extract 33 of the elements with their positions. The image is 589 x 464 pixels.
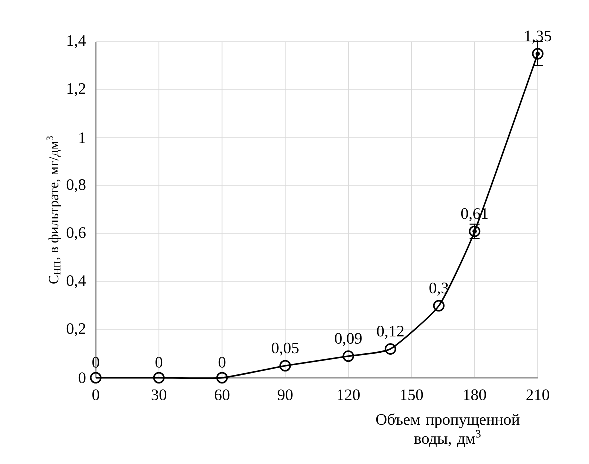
y-tick-label: 0,4 (66, 275, 86, 289)
data-label: 0 (156, 357, 163, 368)
x-tick-label: 60 (214, 390, 230, 400)
point (216, 372, 228, 384)
point (532, 48, 544, 60)
y-tick-label: 1,4 (68, 35, 86, 49)
x-tick-label: 150 (401, 390, 424, 400)
point (280, 360, 292, 372)
data-label: 0,12 (377, 326, 404, 340)
data-label: 0,05 (272, 342, 299, 356)
x-tick-label: 90 (278, 390, 293, 400)
y-tick-label: 0,6 (66, 227, 86, 241)
x-tick-label: 210 (526, 390, 550, 400)
y-tick-label: 1,2 (68, 83, 86, 97)
x-axis-title: Объем пропущенной воды, дм$^{3}$ (376, 414, 520, 448)
point (90, 372, 102, 384)
y-tick-label: 0,2 (66, 323, 86, 337)
point (384, 343, 396, 355)
x-tick-label: 180 (464, 390, 486, 400)
data-label: 0,09 (335, 333, 362, 346)
data-label: 0 (218, 357, 226, 368)
y-tick-label: 0,8 (66, 179, 86, 193)
point (342, 350, 354, 362)
data-label: 0 (92, 357, 100, 368)
x-tick-label: 120 (338, 390, 360, 400)
y-axis-title: C$_{НП}$, в фильтрате, мг/дм$^{3}$ (46, 136, 62, 284)
point (433, 300, 445, 312)
x-tick-label: 30 (152, 390, 167, 400)
data-label: 1,35 (525, 30, 552, 44)
point (153, 372, 165, 384)
y-tick-label: 0 (78, 372, 86, 384)
x-tick-label: 0 (92, 390, 100, 400)
y-tick-label: 1 (80, 132, 86, 144)
